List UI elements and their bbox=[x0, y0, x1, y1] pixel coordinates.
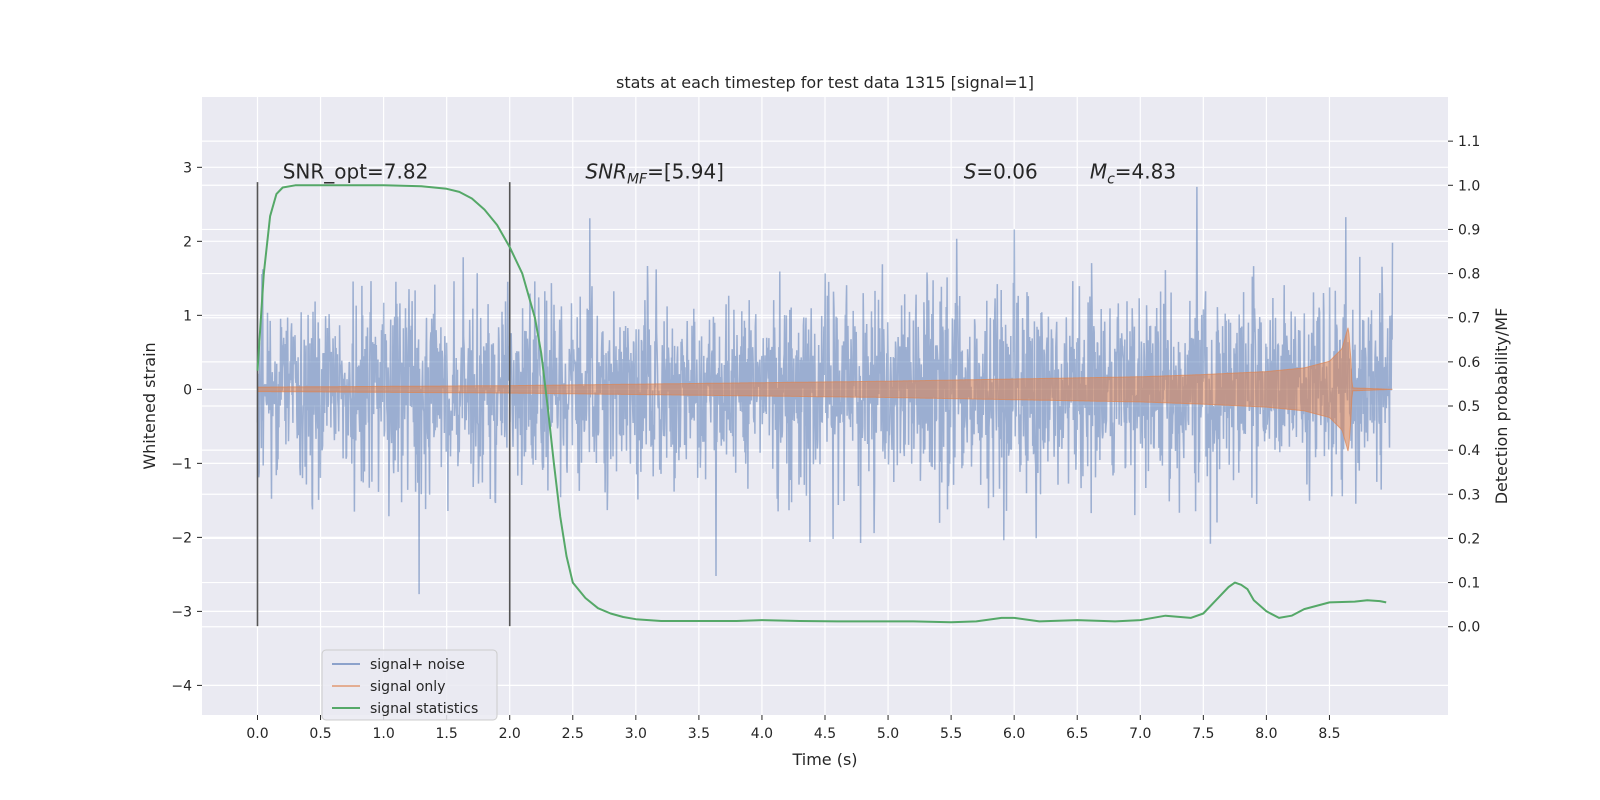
x-axis-label: Time (s) bbox=[791, 750, 857, 769]
y-tick-label: −1 bbox=[171, 456, 192, 472]
y2-tick-label: 0.9 bbox=[1458, 222, 1480, 238]
y-tick-label: 0 bbox=[183, 382, 192, 398]
signal-series bbox=[257, 327, 1393, 452]
legend-entry: signal only bbox=[370, 679, 445, 695]
x-tick-label: 7.0 bbox=[1129, 726, 1151, 742]
x-tick-label: 6.0 bbox=[1003, 726, 1025, 742]
y-axis-ticks: −4 −3 −2 −1 0 1 2 3 bbox=[171, 160, 202, 694]
legend-box bbox=[321, 649, 498, 721]
annotation: SNRMF=[5.94] bbox=[585, 159, 724, 187]
y-tick-label: 1 bbox=[183, 308, 192, 324]
x-tick-label: 8.0 bbox=[1255, 726, 1277, 742]
x-tick-label: 5.5 bbox=[940, 726, 962, 742]
annotations: SNR_opt=7.82 SNRMF=[5.94] S=0.06 Mc=4.83 bbox=[283, 159, 1176, 187]
y2-tick-label: 0.5 bbox=[1458, 399, 1480, 415]
x-tick-label: 6.5 bbox=[1066, 726, 1088, 742]
annotation: SNR_opt=7.82 bbox=[283, 159, 429, 183]
y2-axis-label: Detection probability/MF bbox=[1492, 308, 1511, 505]
x-tick-label: 3.5 bbox=[688, 726, 710, 742]
y2-tick-label: 0.1 bbox=[1458, 576, 1480, 592]
y2-axis-ticks: 0.0 0.1 0.2 0.3 0.4 0.5 0.6 0.7 0.8 0.9 1.0 1.1 bbox=[1448, 134, 1480, 636]
noise-series bbox=[256, 186, 1394, 595]
noise-trace bbox=[256, 186, 1394, 595]
y2-tick-label: 0.2 bbox=[1458, 531, 1480, 547]
y2-tick-label: 0.0 bbox=[1458, 620, 1480, 636]
statistics-series bbox=[256, 184, 1387, 624]
statistics-line bbox=[256, 184, 1387, 624]
x-tick-label: 0.5 bbox=[309, 726, 331, 742]
x-tick-label: 4.0 bbox=[751, 726, 773, 742]
x-axis-ticks: 0.0 0.5 1.0 1.5 2.0 2.5 3.0 3.5 4.0 4.5 5.0 5.5 6.0 6… bbox=[246, 715, 1341, 742]
signal-envelope bbox=[257, 327, 1393, 452]
y2-tick-label: 0.8 bbox=[1458, 267, 1480, 283]
annotation: Mc=4.83 bbox=[1090, 159, 1176, 187]
legend: signal+ noise signal only signal statistic… bbox=[321, 649, 498, 721]
x-tick-label: 2.0 bbox=[499, 726, 521, 742]
y2-tick-label: 1.1 bbox=[1458, 134, 1480, 150]
x-tick-label: 0.0 bbox=[246, 726, 268, 742]
x-tick-label: 1.0 bbox=[372, 726, 394, 742]
x-tick-label: 3.0 bbox=[625, 726, 647, 742]
x-tick-label: 4.5 bbox=[814, 726, 836, 742]
x-tick-label: 8.5 bbox=[1318, 726, 1340, 742]
y2-tick-label: 0.4 bbox=[1458, 443, 1480, 459]
y2-tick-label: 0.7 bbox=[1458, 311, 1480, 327]
y-tick-label: 2 bbox=[183, 234, 192, 250]
y2-tick-label: 1.0 bbox=[1458, 178, 1480, 194]
y-tick-label: −4 bbox=[171, 678, 192, 694]
x-tick-label: 7.5 bbox=[1192, 726, 1214, 742]
legend-entry: signal statistics bbox=[370, 701, 478, 717]
legend-entry: signal+ noise bbox=[370, 657, 465, 673]
chart-title: stats at each timestep for test data 131… bbox=[616, 73, 1034, 92]
y-tick-label: 3 bbox=[183, 160, 192, 176]
y2-tick-label: 0.6 bbox=[1458, 355, 1480, 371]
x-tick-label: 2.5 bbox=[562, 726, 584, 742]
y-tick-label: −2 bbox=[171, 530, 192, 546]
x-tick-label: 1.5 bbox=[436, 726, 458, 742]
y-tick-label: −3 bbox=[171, 604, 192, 620]
x-tick-label: 5.0 bbox=[877, 726, 899, 742]
vertical-markers bbox=[256, 182, 511, 627]
y2-tick-label: 0.3 bbox=[1458, 487, 1480, 503]
annotation: S=0.06 bbox=[964, 159, 1038, 183]
y-axis-label: Whitened strain bbox=[140, 342, 159, 469]
